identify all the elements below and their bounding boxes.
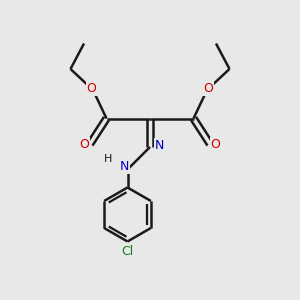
Text: O: O (204, 82, 213, 95)
Text: O: O (211, 137, 220, 151)
Text: N: N (154, 139, 164, 152)
Text: O: O (80, 137, 89, 151)
Text: Cl: Cl (122, 244, 134, 258)
Text: H: H (104, 154, 112, 164)
Text: O: O (87, 82, 96, 95)
Text: N: N (120, 160, 129, 173)
